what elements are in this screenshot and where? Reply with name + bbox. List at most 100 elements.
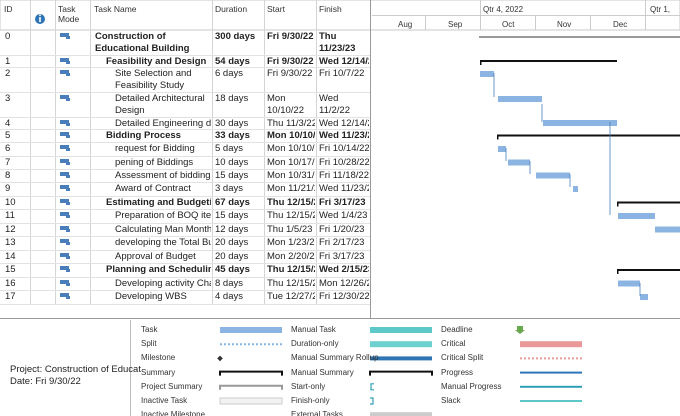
task-bar: [536, 172, 570, 179]
column-header: Finish: [319, 4, 342, 14]
start: Mon 10/10/22: [267, 93, 304, 116]
legend-label: Split: [141, 339, 157, 349]
legend-sample: [370, 412, 432, 416]
task-bar: [508, 159, 530, 166]
legend-label: Critical: [441, 339, 466, 349]
legend-label: Slack: [441, 396, 461, 405]
task-mode-icon: [60, 293, 69, 297]
legend-label: Inactive Task: [141, 396, 188, 405]
task-mode-icon: [66, 256, 70, 259]
task-mode-icon: [66, 98, 70, 101]
month-label: Oct: [502, 20, 515, 29]
task-mode-icon: [60, 226, 69, 230]
start: Tue 12/27/2: [267, 291, 315, 302]
duration: 15 days: [215, 170, 249, 181]
row-id: 2: [5, 68, 11, 79]
month-label: Sep: [448, 20, 463, 29]
summary-cap: [617, 201, 619, 207]
start: Mon 11/21/2: [267, 183, 315, 194]
legend-label: Milestone: [141, 353, 176, 363]
legend-label: Deadline: [441, 325, 473, 334]
legend-sample: [520, 341, 582, 348]
finish: Wed 12/14/22: [319, 118, 369, 129]
start: Thu 1/5/23: [267, 224, 313, 235]
duration: 45 days: [215, 264, 250, 275]
legend-label: Manual Summary Rollup: [291, 353, 379, 363]
start: Fri 9/30/22: [267, 31, 314, 42]
start: Fri 9/30/22: [267, 56, 314, 67]
legend-label: External Tasks: [291, 410, 343, 416]
task-mode-icon: [66, 215, 70, 218]
finish: Fri 11/18/22: [319, 170, 369, 181]
legend-sample: [370, 356, 432, 361]
project-name: Project: Construction of Educat: [10, 364, 141, 375]
task-bar: [640, 294, 648, 300]
start: Thu 12/15/2: [267, 210, 315, 221]
legend-label: Manual Progress: [441, 381, 502, 391]
row-id: 13: [5, 237, 16, 248]
task-mode-icon: [66, 36, 70, 39]
duration: 12 days: [215, 224, 249, 235]
row-id: 3: [5, 93, 11, 104]
task-mode-icon: [66, 296, 70, 299]
start: Mon 10/17/2: [267, 157, 315, 168]
quarter-label: Qtr 4, 2022: [483, 5, 524, 14]
legend-sample: [370, 397, 374, 405]
task-mode-icon: [66, 188, 70, 191]
task-bar: [618, 280, 640, 287]
duration: 4 days: [215, 291, 243, 302]
row-id: 1: [5, 56, 11, 67]
start: Mon 10/10/2: [267, 130, 315, 141]
quarter-label: Qtr 1,: [650, 5, 670, 14]
finish: Mon 12/26/2: [319, 278, 369, 289]
duration: 20 days: [215, 251, 249, 262]
duration: 6 days: [215, 68, 243, 79]
legend-label: Task: [141, 325, 158, 334]
task-mode-icon: [66, 123, 70, 126]
finish: Fri 12/30/22: [319, 291, 369, 302]
task-mode-icon: [66, 242, 70, 245]
legend-sample: [520, 385, 582, 388]
legend-sample: [370, 327, 432, 333]
task-mode-icon: [66, 283, 70, 286]
row-id: 15: [5, 264, 16, 275]
summary-bar: [617, 269, 680, 271]
start: Thu 12/15/2: [267, 278, 315, 289]
duration: 15 days: [215, 210, 249, 221]
legend-label: Start-only: [291, 381, 326, 391]
task-mode-icon: [60, 95, 69, 99]
task-mode-icon: [66, 135, 70, 138]
task-mode-icon: [60, 58, 69, 62]
info-icon: [39, 17, 41, 22]
row-id: 0: [5, 31, 11, 42]
legend-sample: [219, 384, 283, 390]
row-id: 8: [5, 170, 11, 181]
legend-sample: [515, 326, 525, 334]
task-name: Award of Contract: [115, 183, 191, 194]
month-label: Dec: [613, 20, 627, 29]
task-mode-icon: [60, 132, 69, 136]
task-name: request for Bidding: [115, 143, 195, 154]
duration: 33 days: [215, 130, 250, 141]
task-mode-icon: [66, 202, 70, 205]
finish: Wed 11/23/22: [319, 183, 369, 194]
row-id: 10: [5, 197, 16, 208]
project-date: Date: Fri 9/30/22: [10, 376, 81, 387]
task-bar: [543, 120, 617, 126]
task-mode-icon: [66, 162, 70, 165]
row-id: 9: [5, 183, 11, 194]
finish: Thu 11/23/23: [319, 31, 356, 54]
legend-label: Critical Split: [441, 353, 484, 363]
finish: Wed 12/14/2: [319, 56, 369, 67]
task-mode-icon: [60, 185, 69, 189]
task-mode-icon: [60, 145, 69, 149]
task-mode-icon: [66, 148, 70, 151]
row-id: 11: [5, 210, 15, 221]
task-bar: [618, 213, 655, 219]
legend-sample: [219, 397, 283, 405]
duration: 54 days: [215, 56, 250, 67]
task-mode-icon: [66, 269, 70, 272]
column-header: Start: [267, 4, 285, 14]
finish: Fri 3/17/23: [319, 197, 366, 208]
legend-label: Summary: [141, 367, 176, 377]
